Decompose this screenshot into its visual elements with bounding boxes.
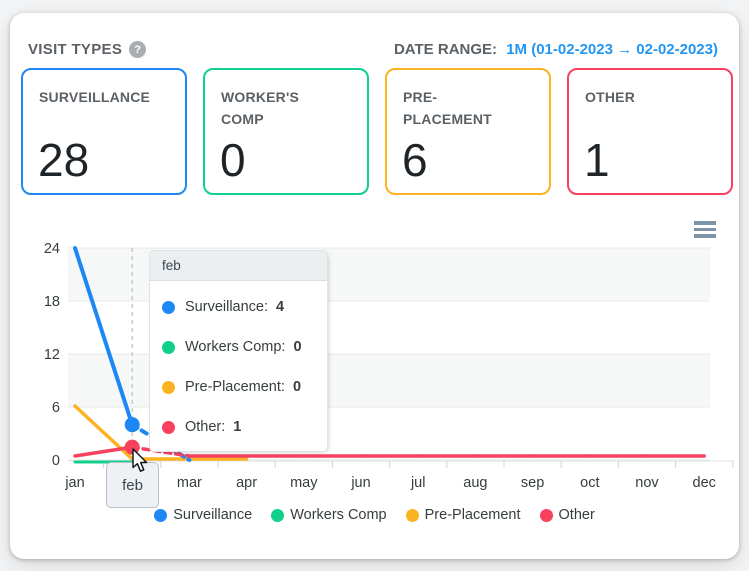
x-axis-tick-label: oct: [580, 475, 599, 491]
x-axis-tick-label: nov: [635, 475, 659, 491]
series-marker-icon: [162, 380, 175, 394]
legend-marker-icon: [271, 508, 285, 522]
card-value: 0: [220, 134, 246, 186]
tooltip-series-label: Surveillance:: [185, 299, 269, 315]
visit-types-panel: VISIT TYPES ? DATE RANGE: 1M (01-02-2023…: [10, 13, 739, 559]
tooltip-series-label: Pre-Placement:: [185, 379, 285, 395]
tooltip-row: Pre-Placement: 0: [150, 367, 327, 407]
legend-item[interactable]: Other: [539, 507, 595, 523]
tooltip-series-label: Other:: [185, 419, 226, 435]
chart-tooltip: feb Surveillance: 4 Workers Comp: 0 Pre-Plac…: [149, 250, 328, 452]
card-value: 1: [584, 134, 610, 186]
tooltip-row: Other: 1: [150, 407, 327, 447]
legend-item[interactable]: Workers Comp: [271, 507, 387, 523]
legend-marker-icon: [539, 508, 553, 522]
visits-line-chart: 0 6 12 18 24 jan feb mar apr may jun jul aug sep oct no…: [10, 215, 739, 555]
x-axis-tick-label: dec: [693, 475, 716, 491]
chart-legend: Surveillance Workers Comp Pre-Placement Oth…: [10, 507, 739, 523]
card-value: 28: [38, 134, 90, 186]
legend-label: Pre-Placement: [424, 507, 521, 523]
tooltip-series-value: 0: [293, 339, 302, 355]
tooltip-series-label: Workers Comp:: [185, 339, 286, 355]
tooltip-title: feb: [150, 251, 327, 281]
x-axis-tick-label: may: [290, 475, 318, 491]
hover-point-surveillance[interactable]: [124, 417, 140, 433]
legend-marker-icon: [154, 508, 168, 522]
x-axis-tick-label: mar: [177, 475, 202, 491]
tooltip-series-value: 4: [276, 299, 285, 315]
stat-card-surveillance[interactable]: SURVEILLANCE 28: [21, 68, 187, 195]
x-axis-tick-label: jan: [64, 475, 84, 491]
chart-menu-hamburger-icon[interactable]: [694, 221, 716, 241]
y-axis-tick-label: 0: [52, 453, 60, 469]
tooltip-series-value: 1: [233, 419, 242, 435]
x-axis-hover-label: feb: [106, 462, 159, 508]
y-axis-tick-label: 6: [52, 400, 60, 416]
legend-label: Surveillance: [173, 507, 253, 523]
x-axis-tick-label: apr: [236, 475, 257, 491]
y-axis-tick-label: 12: [44, 347, 60, 363]
legend-label: Other: [558, 507, 595, 523]
stat-cards-row: SURVEILLANCE 28 WORKER'S COMP 0 PRE-PLAC…: [21, 68, 733, 195]
card-title: WORKER'S COMP: [221, 89, 300, 128]
date-range-value[interactable]: 1M (01-02-2023 → 02-02-2023): [506, 41, 718, 58]
mouse-cursor-icon: [132, 448, 148, 472]
x-axis-tick-label: jul: [410, 475, 426, 491]
x-axis-tick-label: sep: [521, 475, 544, 491]
series-line-surveillance[interactable]: [73, 246, 135, 427]
stat-card-pre-placement[interactable]: PRE-PLACEMENT 6: [385, 68, 551, 195]
legend-item[interactable]: Surveillance: [154, 507, 252, 523]
card-value: 6: [402, 134, 428, 186]
series-marker-icon: [162, 300, 175, 314]
card-title: PRE-PLACEMENT: [403, 89, 492, 128]
legend-marker-icon: [405, 508, 419, 522]
x-axis-tick-label: aug: [463, 475, 487, 491]
panel-header: VISIT TYPES ? DATE RANGE: 1M (01-02-2023…: [28, 41, 718, 58]
card-title: SURVEILLANCE: [39, 89, 151, 105]
card-title: OTHER: [585, 89, 635, 105]
x-axis-tick-label: jun: [350, 475, 370, 491]
tooltip-row: Surveillance: 4: [150, 287, 327, 327]
page-title: VISIT TYPES: [28, 41, 123, 58]
hover-point-other[interactable]: [124, 439, 140, 455]
stat-card-other[interactable]: OTHER 1: [567, 68, 733, 195]
series-marker-icon: [162, 340, 175, 354]
y-axis-tick-label: 18: [44, 294, 60, 310]
legend-label: Workers Comp: [290, 507, 387, 523]
date-range-label: DATE RANGE:: [393, 41, 498, 58]
legend-item[interactable]: Pre-Placement: [405, 507, 521, 523]
tooltip-series-value: 0: [292, 379, 302, 395]
tooltip-row: Workers Comp: 0: [150, 327, 327, 367]
series-line-other[interactable]: [73, 445, 134, 458]
y-axis-tick-label: 24: [44, 241, 60, 257]
series-marker-icon: [162, 420, 175, 434]
stat-card-workers-comp[interactable]: WORKER'S COMP 0: [203, 68, 369, 195]
help-icon[interactable]: ?: [129, 41, 147, 58]
